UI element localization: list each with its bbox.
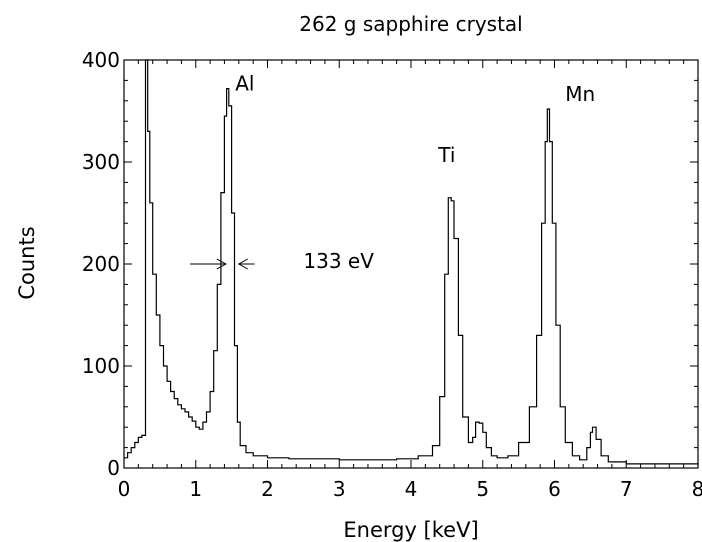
x-tick-label: 6 — [548, 477, 561, 501]
y-tick-label: 100 — [82, 354, 120, 378]
x-tick-label: 3 — [333, 477, 346, 501]
fwhm-arrow-right — [239, 259, 255, 269]
y-axis-label: Counts — [15, 226, 39, 299]
x-tick-label: 5 — [476, 477, 489, 501]
annotation-label: Al — [235, 72, 254, 96]
x-tick-label: 4 — [405, 477, 418, 501]
chart-title: 262 g sapphire crystal — [299, 12, 522, 36]
x-tick-label: 8 — [692, 477, 702, 501]
fwhm-arrow-left — [190, 259, 226, 269]
y-tick-label: 200 — [82, 252, 120, 276]
x-tick-label: 0 — [118, 477, 131, 501]
x-tick-label: 2 — [261, 477, 274, 501]
x-tick-label: 7 — [620, 477, 633, 501]
spectrum-line — [124, 60, 698, 464]
annotation-label: Mn — [565, 82, 595, 106]
tick-labels: 0 1 2 3 4 5 6 7 8 0 100 200 300 400 — [82, 48, 702, 501]
y-tick-label: 300 — [82, 150, 120, 174]
annotation-label: 133 eV — [303, 249, 374, 273]
y-tick-label: 0 — [107, 456, 120, 480]
y-tick-label: 400 — [82, 48, 120, 72]
annotation-label: Ti — [437, 143, 455, 167]
x-axis-label: Energy [keV] — [343, 518, 478, 542]
annotations: Al Ti Mn 133 eV — [190, 72, 595, 273]
x-tick-label: 1 — [189, 477, 202, 501]
